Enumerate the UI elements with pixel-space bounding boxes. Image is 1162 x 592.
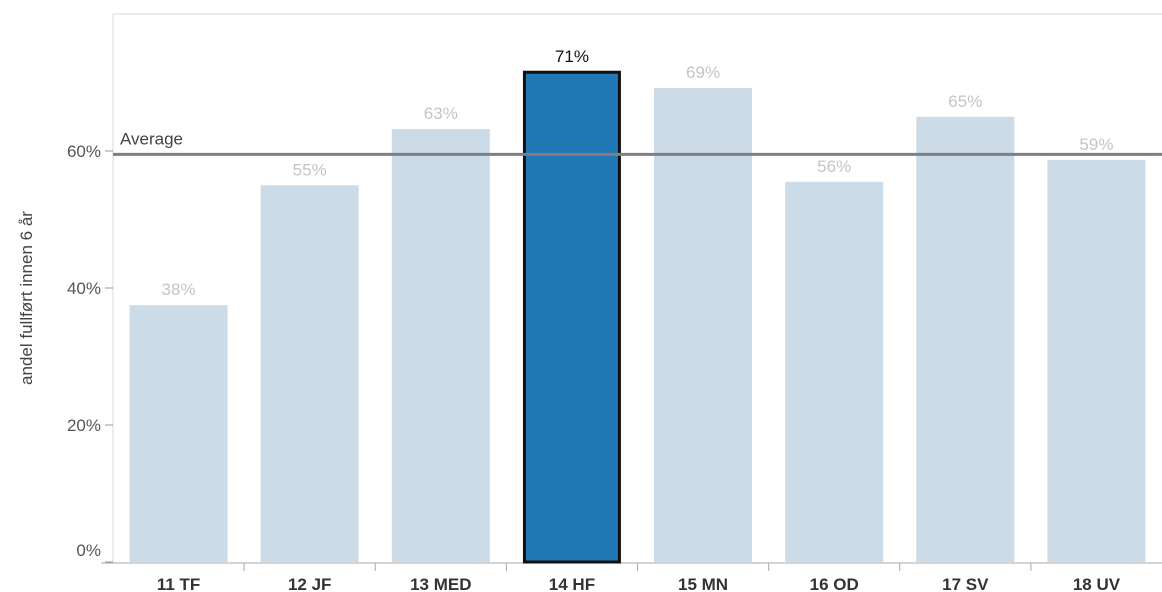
bar-highlighted[interactable] [524, 72, 619, 562]
y-tick-label: 40% [67, 279, 101, 298]
x-category-label: 18 UV [1073, 575, 1121, 592]
x-category-label: 15 MN [678, 575, 728, 592]
x-category-label: 17 SV [942, 575, 989, 592]
x-category-label: 16 OD [810, 575, 859, 592]
x-category-label: 11 TF [157, 575, 200, 592]
x-category-label: 13 MED [410, 575, 471, 592]
average-reference-label: Average [120, 129, 183, 148]
bar-value-label: 63% [424, 104, 458, 123]
y-tick-label: 20% [67, 416, 101, 435]
bar[interactable] [916, 117, 1014, 562]
bar[interactable] [392, 129, 490, 562]
bar-value-label: 69% [686, 63, 720, 82]
x-category-label: 14 HF [549, 575, 595, 592]
y-axis-title: andel fullført innen 6 år [17, 211, 36, 385]
bar[interactable] [130, 305, 228, 562]
bar-value-label: 38% [162, 280, 196, 299]
bar-value-label: 65% [948, 92, 982, 111]
bar[interactable] [785, 182, 883, 562]
bar[interactable] [261, 185, 359, 562]
bar-value-label: 55% [293, 160, 327, 179]
bar-value-label: 71% [555, 47, 589, 66]
bars-layer [130, 72, 1146, 562]
bar[interactable] [1047, 160, 1145, 562]
bar-value-label: 56% [817, 157, 851, 176]
x-category-label: 12 JF [288, 575, 331, 592]
bar[interactable] [654, 88, 752, 562]
y-tick-label: 60% [67, 142, 101, 161]
bar-value-label: 59% [1079, 135, 1113, 154]
y-tick-label: 0% [76, 541, 101, 560]
